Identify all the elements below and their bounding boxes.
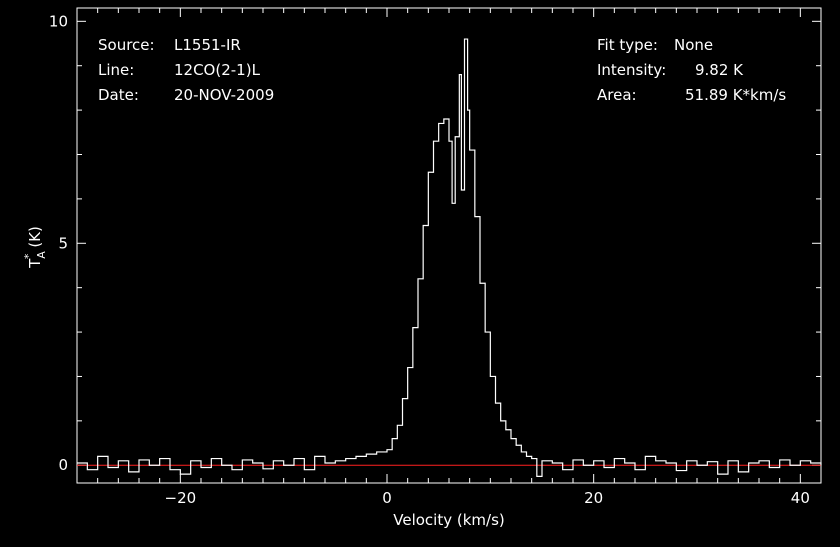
info-left: Source: L1551-IR Line: 12CO(2-1)L Date: … bbox=[98, 36, 274, 104]
info-area-label: Area: bbox=[597, 86, 637, 104]
y-axis-label: TA* (K) bbox=[22, 226, 48, 269]
plot-frame bbox=[76, 7, 822, 484]
info-date-label: Date: bbox=[98, 86, 139, 104]
svg-text:TA*(K): TA* (K) bbox=[22, 226, 48, 269]
info-fit-label: Fit type: bbox=[597, 36, 658, 54]
x-tick-label: 40 bbox=[791, 489, 810, 507]
y-tick-label: 5 bbox=[58, 234, 68, 252]
x-tick-label: −20 bbox=[165, 489, 197, 507]
y-axis-label-unit: (K) bbox=[26, 226, 44, 248]
axis-ticks: −20 0 20 40 0 5 10 bbox=[49, 8, 822, 507]
info-right: Fit type: None Intensity: 9.82 K Area: 5… bbox=[597, 36, 786, 104]
y-axis-label-sup: * bbox=[22, 253, 35, 259]
x-tick-label: 0 bbox=[382, 489, 392, 507]
y-axis-label-main: T bbox=[26, 258, 44, 269]
info-line-label: Line: bbox=[98, 61, 134, 79]
info-line-value: 12CO(2-1)L bbox=[174, 61, 261, 79]
x-axis-label: Velocity (km/s) bbox=[393, 511, 504, 529]
info-intensity-value: 9.82 K bbox=[695, 61, 744, 79]
info-source-value: L1551-IR bbox=[174, 36, 241, 54]
info-intensity-label: Intensity: bbox=[597, 61, 666, 79]
info-fit-value: None bbox=[674, 36, 713, 54]
spectrum-line bbox=[77, 38, 822, 477]
y-tick-label: 10 bbox=[49, 12, 68, 30]
info-date-value: 20-NOV-2009 bbox=[174, 86, 274, 104]
info-source-label: Source: bbox=[98, 36, 155, 54]
x-tick-label: 20 bbox=[584, 489, 603, 507]
y-axis-label-sub: A bbox=[35, 251, 48, 259]
y-tick-label: 0 bbox=[58, 456, 68, 474]
info-area-value: 51.89 K*km/s bbox=[685, 86, 786, 104]
